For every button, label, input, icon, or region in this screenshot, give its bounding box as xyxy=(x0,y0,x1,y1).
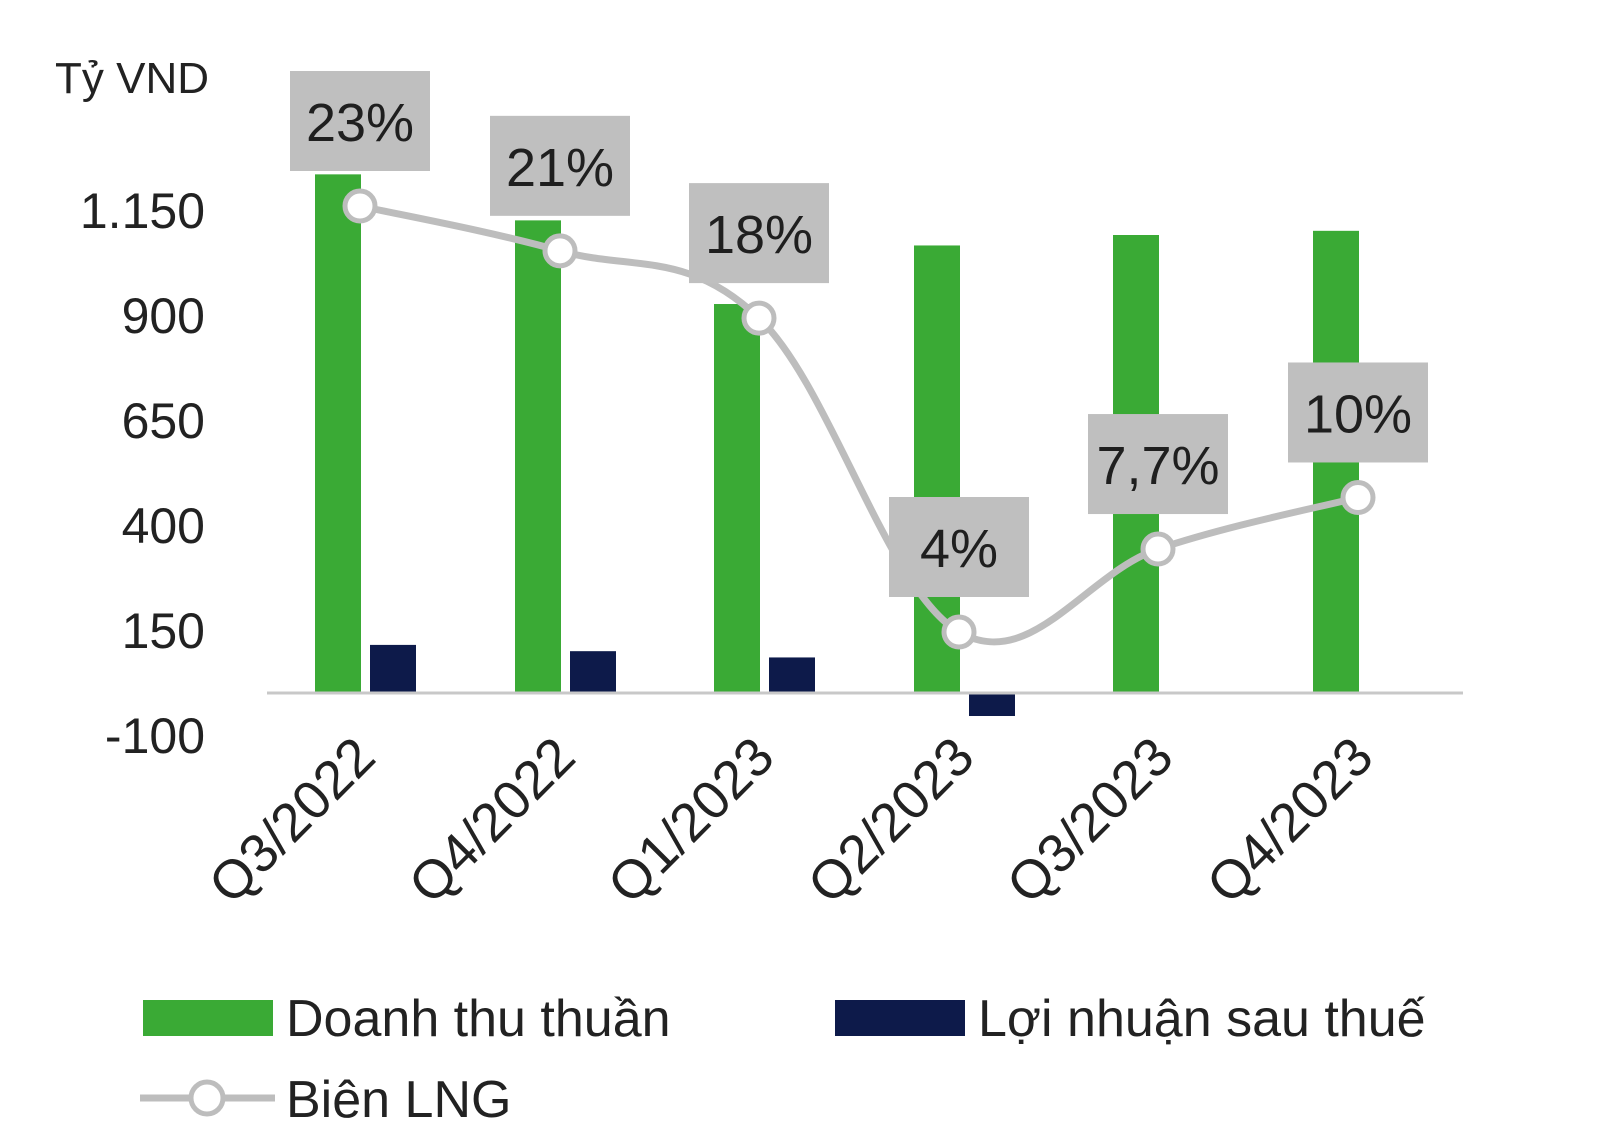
margin-marker xyxy=(1340,479,1376,515)
legend-swatch-profit xyxy=(835,1000,965,1036)
y-tick-label: 1.150 xyxy=(80,183,205,239)
legend-swatch-margin-marker xyxy=(188,1079,226,1117)
margin-data-label: 21% xyxy=(506,138,614,198)
legend-label-profit: Lợi nhuận sau thuế xyxy=(978,990,1426,1048)
bar-revenue xyxy=(315,174,361,694)
bar-profit xyxy=(769,657,815,693)
bar-profit xyxy=(370,644,416,693)
margin-data-label: 7,7% xyxy=(1096,436,1219,496)
margin-marker xyxy=(542,233,578,269)
y-tick-label: 900 xyxy=(122,288,205,344)
y-tick-label: 400 xyxy=(122,498,205,554)
legend-label-revenue: Doanh thu thuần xyxy=(286,990,671,1048)
x-category-label: Q1/2023 xyxy=(597,726,786,915)
bar-profit xyxy=(969,693,1015,717)
y-tick-label: -100 xyxy=(105,708,205,764)
y-axis-unit-label: Tỷ VND xyxy=(55,54,209,103)
x-category-label: Q4/2023 xyxy=(1196,726,1385,915)
margin-label-box xyxy=(689,183,829,284)
legend-swatch-revenue xyxy=(143,1000,273,1036)
x-category-label: Q3/2023 xyxy=(996,726,1185,915)
y-axis-ticks: 1.150 900 650 400 150 -100 xyxy=(80,183,205,764)
y-tick-label: 150 xyxy=(122,603,205,659)
margin-label-box xyxy=(1288,362,1428,463)
margin-data-label: 23% xyxy=(306,93,414,153)
legend-label-margin: Biên LNG xyxy=(286,1071,511,1129)
margin-marker xyxy=(1140,531,1176,567)
bar-profit xyxy=(570,651,616,693)
x-axis-categories: Q3/2022 Q4/2022 Q1/2023 Q2/2023 Q3/2023 Q4/20… xyxy=(198,726,1385,915)
margin-label-box xyxy=(889,497,1029,597)
margin-label-box xyxy=(1088,414,1228,515)
margin-marker xyxy=(741,300,777,336)
y-tick-label: 650 xyxy=(122,393,205,449)
margin-label-box xyxy=(290,71,430,171)
x-category-label: Q2/2023 xyxy=(797,726,986,915)
bar-revenue xyxy=(714,304,760,693)
x-category-label: Q3/2022 xyxy=(198,726,387,915)
margin-data-label: 4% xyxy=(920,519,998,579)
bar-revenue xyxy=(515,220,561,693)
margin-data-label: 18% xyxy=(705,205,813,265)
margin-marker xyxy=(342,188,378,224)
margin-data-label: 10% xyxy=(1304,384,1412,444)
margin-label-box xyxy=(490,115,630,216)
x-category-label: Q4/2022 xyxy=(398,726,587,915)
margin-line-layer: 23% 21% 18% 4% 7,7% 10% xyxy=(290,71,1428,650)
legend: Doanh thu thuần Lợi nhuận sau thuế Biên … xyxy=(140,990,1426,1129)
margin-marker xyxy=(941,614,977,650)
